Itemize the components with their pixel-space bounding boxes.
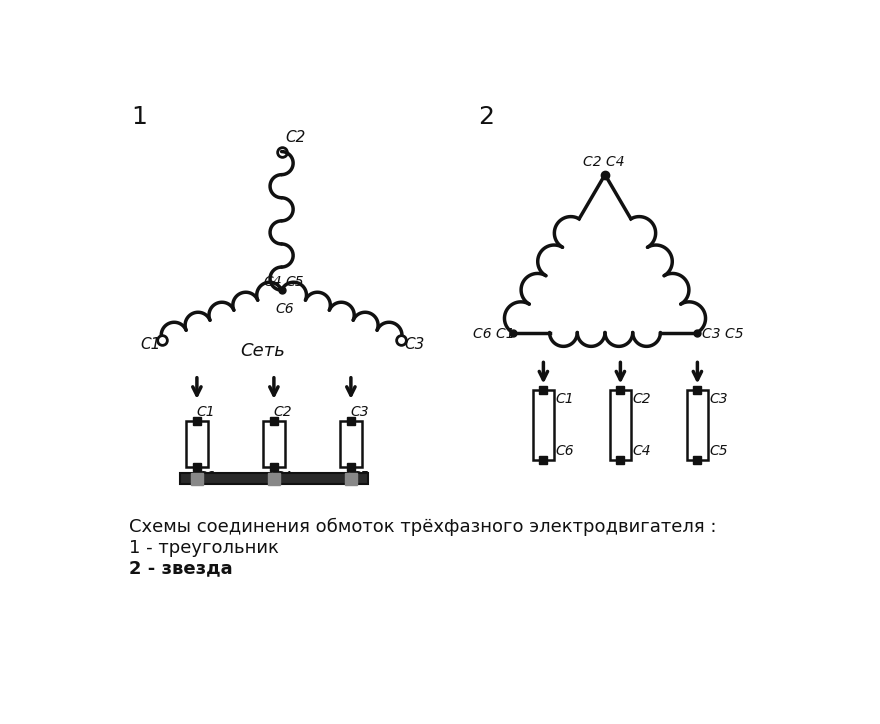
- Bar: [610, 390, 631, 460]
- Text: C3 C5: C3 C5: [702, 327, 744, 341]
- Text: C6: C6: [275, 303, 294, 316]
- Text: 1: 1: [131, 106, 147, 130]
- Text: C6: C6: [556, 444, 575, 458]
- Bar: [180, 473, 368, 484]
- Text: C5: C5: [351, 470, 370, 484]
- Bar: [341, 421, 362, 467]
- Text: C4: C4: [633, 444, 651, 458]
- Text: C5: C5: [709, 444, 729, 458]
- Text: C1: C1: [556, 392, 575, 405]
- Bar: [187, 421, 208, 467]
- Text: C2: C2: [633, 392, 651, 405]
- Text: C6 C1: C6 C1: [473, 327, 514, 341]
- Text: Схемы соединения обмоток трёхфазного электродвигателя :: Схемы соединения обмоток трёхфазного эле…: [129, 518, 716, 536]
- Bar: [263, 421, 285, 467]
- Text: C4: C4: [274, 470, 292, 484]
- Text: C3: C3: [351, 405, 370, 418]
- Text: C2: C2: [285, 130, 306, 146]
- Text: C4: C4: [264, 274, 282, 289]
- Bar: [686, 390, 708, 460]
- Text: C1: C1: [197, 405, 216, 418]
- Bar: [532, 390, 554, 460]
- Text: 2 - звезда: 2 - звезда: [129, 560, 233, 578]
- Text: C6: C6: [197, 470, 216, 484]
- Text: C3: C3: [709, 392, 729, 405]
- Text: 1 - треугольник: 1 - треугольник: [129, 539, 279, 557]
- Text: C2 C4: C2 C4: [583, 154, 625, 169]
- Text: Сеть: Сеть: [240, 342, 285, 360]
- Text: C3: C3: [405, 337, 425, 352]
- Text: C1: C1: [141, 337, 161, 352]
- Text: 2: 2: [478, 106, 494, 130]
- Text: C2: C2: [274, 405, 292, 418]
- Text: C5: C5: [285, 274, 304, 289]
